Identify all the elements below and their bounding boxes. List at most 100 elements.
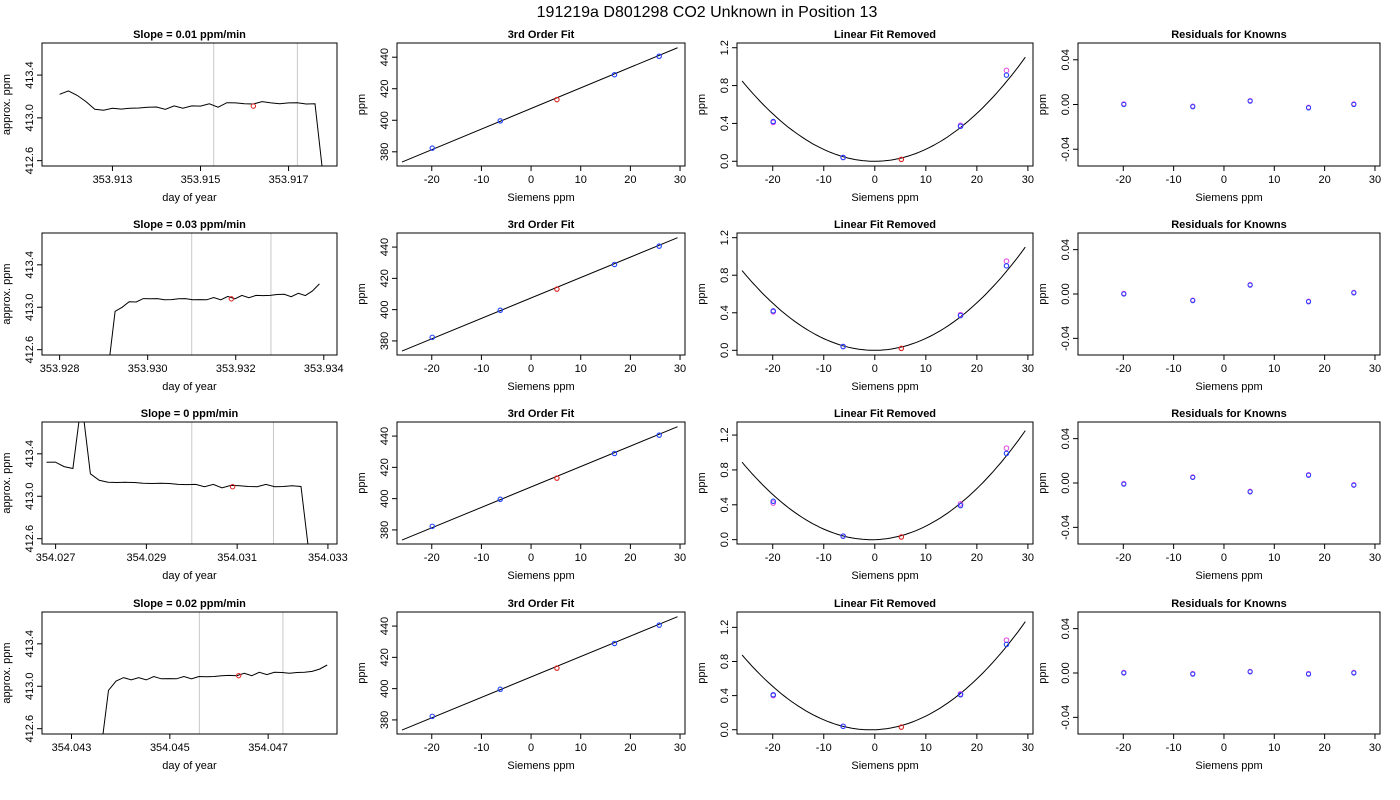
known-standard-point (429, 523, 436, 530)
x-tick-label: 10 (575, 552, 587, 564)
x-axis-label: Siemens ppm (1195, 760, 1262, 772)
x-tick-label: 353.915 (181, 174, 221, 186)
known-standard-point (656, 243, 662, 249)
known-standard-point (656, 622, 662, 628)
known-standard-point (611, 450, 618, 457)
fit-line (401, 616, 678, 731)
known-standard-point (429, 713, 436, 720)
x-tick-label: 10 (1268, 552, 1280, 564)
x-tick-label: 0 (528, 363, 534, 375)
known-standard-point (840, 343, 846, 350)
y-tick-label: 413.0 (24, 293, 36, 321)
y-tick-label: 412.6 (24, 336, 36, 364)
x-tick-label: 353.913 (93, 174, 133, 186)
y-tick-label: 420 (379, 458, 391, 476)
y-tick-label: 1.2 (719, 40, 731, 55)
x-tick-label: 30 (1369, 174, 1381, 186)
known-standard-point (957, 312, 964, 319)
panel-4-2: 3rd Order Fit Siemens ppm ppm -20 -10 0 10 20 30… (356, 598, 686, 772)
x-tick-label: 0 (1221, 174, 1227, 186)
x-tick-label: -10 (1166, 174, 1182, 186)
fit-line (401, 237, 678, 352)
x-tick-label: -10 (473, 363, 489, 375)
plot-frame (41, 421, 338, 545)
known-standard-point (840, 533, 846, 539)
x-axis-label: Siemens ppm (1195, 381, 1262, 393)
x-axis-label: Siemens ppm (851, 760, 918, 772)
y-axis-label: ppm (356, 472, 368, 493)
plot-frame (736, 232, 1034, 356)
residual-point (1305, 299, 1312, 305)
panel-3-4: Residuals for Knowns Siemens ppm ppm -20 -10… (1037, 408, 1381, 582)
known-standard-point (1003, 263, 1010, 269)
plot-frame (396, 42, 686, 167)
y-tick-label: 380 (379, 143, 391, 161)
unknown-sample-point (554, 286, 560, 292)
panel-title: Linear Fit Removed (834, 408, 936, 420)
y-axis-label: ppm (696, 283, 708, 304)
residual-point (1121, 291, 1127, 297)
y-tick-label: 0.00 (1060, 472, 1072, 493)
y-tick-label: 380 (379, 521, 391, 539)
fit-line (401, 426, 678, 541)
x-tick-label: 354.027 (36, 552, 76, 564)
x-tick-label: -10 (473, 742, 489, 754)
y-tick-label: 0.8 (719, 462, 731, 477)
panel-data (741, 430, 1026, 541)
x-tick-label: -20 (1115, 174, 1131, 186)
y-tick-label: -0.04 (1060, 326, 1072, 351)
x-tick-label: -20 (424, 552, 440, 564)
y-tick-label: 412.6 (24, 147, 36, 175)
plot-frame (1077, 421, 1381, 545)
y-tick-label: 420 (379, 80, 391, 98)
y-tick-label: 400 (379, 489, 391, 507)
panel-data (59, 43, 323, 166)
panel-data (1121, 97, 1357, 111)
y-tick-label: 0.0 (719, 154, 731, 169)
x-tick-label: 0 (528, 552, 534, 564)
plot-frame (736, 611, 1034, 735)
x-tick-label: 0 (872, 552, 878, 564)
x-tick-label: 30 (1022, 363, 1034, 375)
x-tick-label: 354.045 (150, 742, 190, 754)
y-tick-label: 1.2 (719, 230, 731, 245)
residual-point (1305, 105, 1312, 111)
y-tick-label: 420 (379, 269, 391, 287)
x-tick-label: 30 (674, 174, 686, 186)
panel-1-3: Linear Fit Removed Siemens ppm ppm -20 -10 0 1… (696, 29, 1034, 204)
x-tick-label: 0 (872, 742, 878, 754)
residual-point (1247, 489, 1253, 495)
y-tick-label: 0.8 (719, 654, 731, 669)
x-tick-label: 20 (624, 742, 636, 754)
panel-4-3: Linear Fit Removed Siemens ppm ppm -20 -10 0 1… (696, 598, 1034, 772)
y-tick-label: 1.2 (719, 620, 731, 635)
x-tick-label: 20 (971, 552, 983, 564)
x-axis-label: Siemens ppm (507, 570, 574, 582)
x-tick-label: 10 (1268, 363, 1280, 375)
y-tick-label: 0.0 (719, 532, 731, 547)
y-axis-label: ppm (1037, 662, 1049, 683)
x-tick-label: 354.033 (308, 552, 348, 564)
panel-3-3: Linear Fit Removed Siemens ppm ppm -20 -10 0 1… (696, 408, 1034, 582)
plot-frame (396, 421, 686, 545)
known-standard-point (497, 686, 504, 693)
y-tick-label: 0.8 (719, 268, 731, 283)
x-tick-label: 354.031 (217, 552, 257, 564)
x-tick-label: 10 (575, 174, 587, 186)
known-standard-point-alt (957, 501, 964, 507)
x-axis-label: day of year (162, 760, 217, 772)
residual-point (1190, 671, 1196, 677)
plot-frame (1077, 611, 1381, 735)
residual-point (1305, 472, 1312, 478)
x-axis-label: Siemens ppm (851, 192, 918, 204)
x-tick-label: 0 (528, 174, 534, 186)
x-tick-label: 354.043 (52, 742, 92, 754)
x-tick-label: 30 (1022, 174, 1034, 186)
x-tick-label: 20 (1319, 552, 1331, 564)
panel-4-1: Slope = 0.02 ppm/min day of year approx. p… (1, 598, 338, 772)
x-axis-label: day of year (162, 192, 217, 204)
y-tick-label: 0.0 (719, 343, 731, 358)
y-tick-label: 0.04 (1060, 239, 1072, 260)
residual-point (1121, 481, 1127, 487)
